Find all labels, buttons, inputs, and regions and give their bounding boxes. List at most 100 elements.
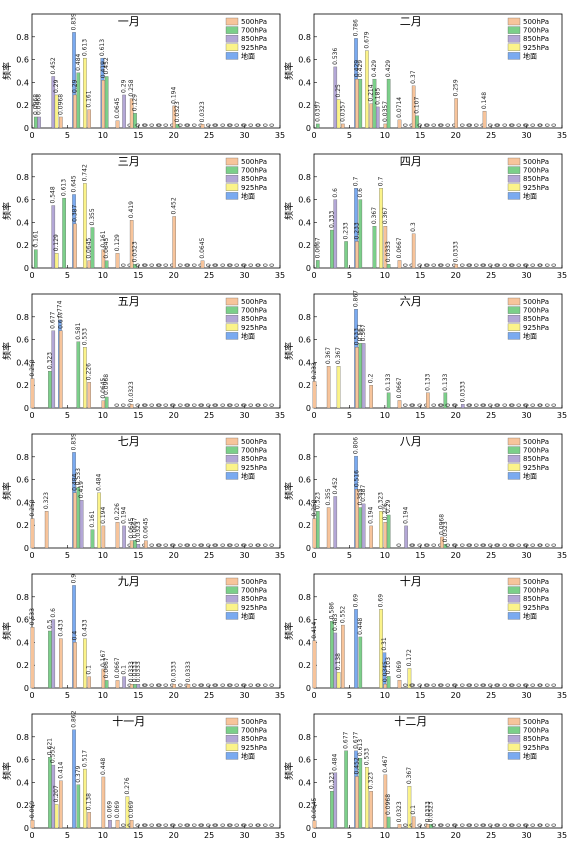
zero-label: 0 [206,403,213,407]
data-label: 0.567 [357,324,364,341]
zero-label: 0 [473,403,480,407]
zero-label: 0 [431,403,438,407]
x-tick-label: 10 [380,831,390,840]
y-tick-label: 0.6 [298,196,311,205]
bar [383,683,388,689]
zero-label: 0 [424,263,431,267]
bar [76,341,81,409]
data-label: 0.323 [46,352,53,369]
bar [330,791,334,829]
zero-label: 0 [241,123,248,127]
x-tick-label: 10 [98,131,108,140]
data-label: 0.586 [328,602,335,619]
bar [397,260,402,269]
zero-label: 0 [494,403,501,407]
y-tick-label: 0.6 [16,616,29,625]
x-tick-label: 0 [311,271,316,280]
zero-label: 0 [156,263,163,267]
data-label: 0.448 [100,758,107,775]
bar [404,525,408,549]
zero-label: 0 [524,263,531,267]
bar [51,205,56,269]
legend-swatch [507,35,521,43]
data-label: 0.4 [72,631,79,641]
zero-label: 0 [466,823,473,827]
bar [54,253,59,269]
legend-swatch [225,735,239,743]
zero-label: 0 [171,543,178,547]
bar [108,819,112,829]
bar [90,227,95,269]
data-label: 0.069 [29,801,36,818]
legend-swatch [507,297,521,306]
zero-label: 0 [530,403,537,407]
y-tick-label: 0.4 [298,218,311,227]
legend-label: 850hPa [241,315,267,323]
zero-label: 0 [453,683,460,687]
x-tick-label: 5 [65,691,70,700]
bar [341,123,345,129]
zero-label: 0 [516,263,523,267]
bar [62,197,66,269]
data-label: 0.0333 [131,661,138,682]
data-label: 0.0323 [174,101,181,122]
zero-label: 0 [199,823,206,827]
zero-label: 0 [453,823,460,827]
data-label: 0.806 [353,437,360,454]
x-tick-label: 20 [169,831,179,840]
zero-label: 0 [495,123,502,127]
zero-label: 0 [241,263,248,267]
y-tick-label: 0.8 [16,33,29,42]
zero-label: 0 [481,543,488,547]
legend-swatch [225,586,239,594]
data-label: 0.31 [381,637,388,651]
legend-label: 925hPa [523,464,549,472]
data-label: 0.0667 [396,237,403,258]
data-label: 0.567 [360,324,367,341]
y-tick-label: 0.2 [298,241,311,250]
zero-label: 0 [220,263,227,267]
bar [76,784,81,829]
data-label: 0.7 [378,176,385,186]
bar [59,330,63,409]
zero-label: 0 [185,123,192,127]
zero-label: 0 [206,123,213,127]
chart-title: 十一月 [112,714,145,728]
zero-label: 0 [509,123,516,127]
zero-label: 0 [445,403,452,407]
zero-label: 0 [248,123,255,127]
zero-label: 0 [191,123,198,127]
y-tick-label: 0.6 [298,336,311,345]
data-label: 0.517 [81,750,88,767]
x-tick-label: 5 [347,831,352,840]
plot-frame [31,713,281,829]
zero-label: 0 [473,263,480,267]
bar [115,120,120,129]
data-label: 0.323 [43,492,50,509]
zero-label: 0 [502,683,509,687]
bar [87,260,91,269]
zero-label: 0 [269,683,276,687]
bar [87,109,91,129]
zero-label: 0 [509,823,516,827]
zero-label: 0 [212,263,219,267]
x-tick-label: 15 [415,691,425,700]
y-tick-label: 0.6 [16,756,29,765]
x-tick-label: 35 [275,691,285,700]
data-label: 0.484 [332,753,339,770]
y-tick-label: 0.2 [16,381,29,390]
y-tick-label: 0.2 [16,521,29,530]
zero-label: 0 [544,823,551,827]
bar [129,220,134,269]
zero-label: 0 [184,543,191,547]
zero-label: 0 [171,403,178,407]
zero-label: 0 [191,263,198,267]
data-label: 0.6 [332,188,339,198]
data-label: 0.533 [81,328,88,345]
chart-title: 六月 [400,295,422,308]
legend-swatch [507,717,521,726]
zero-label: 0 [177,543,184,547]
x-tick-label: 10 [98,271,108,280]
x-tick-label: 35 [557,831,567,840]
bar [101,776,106,829]
